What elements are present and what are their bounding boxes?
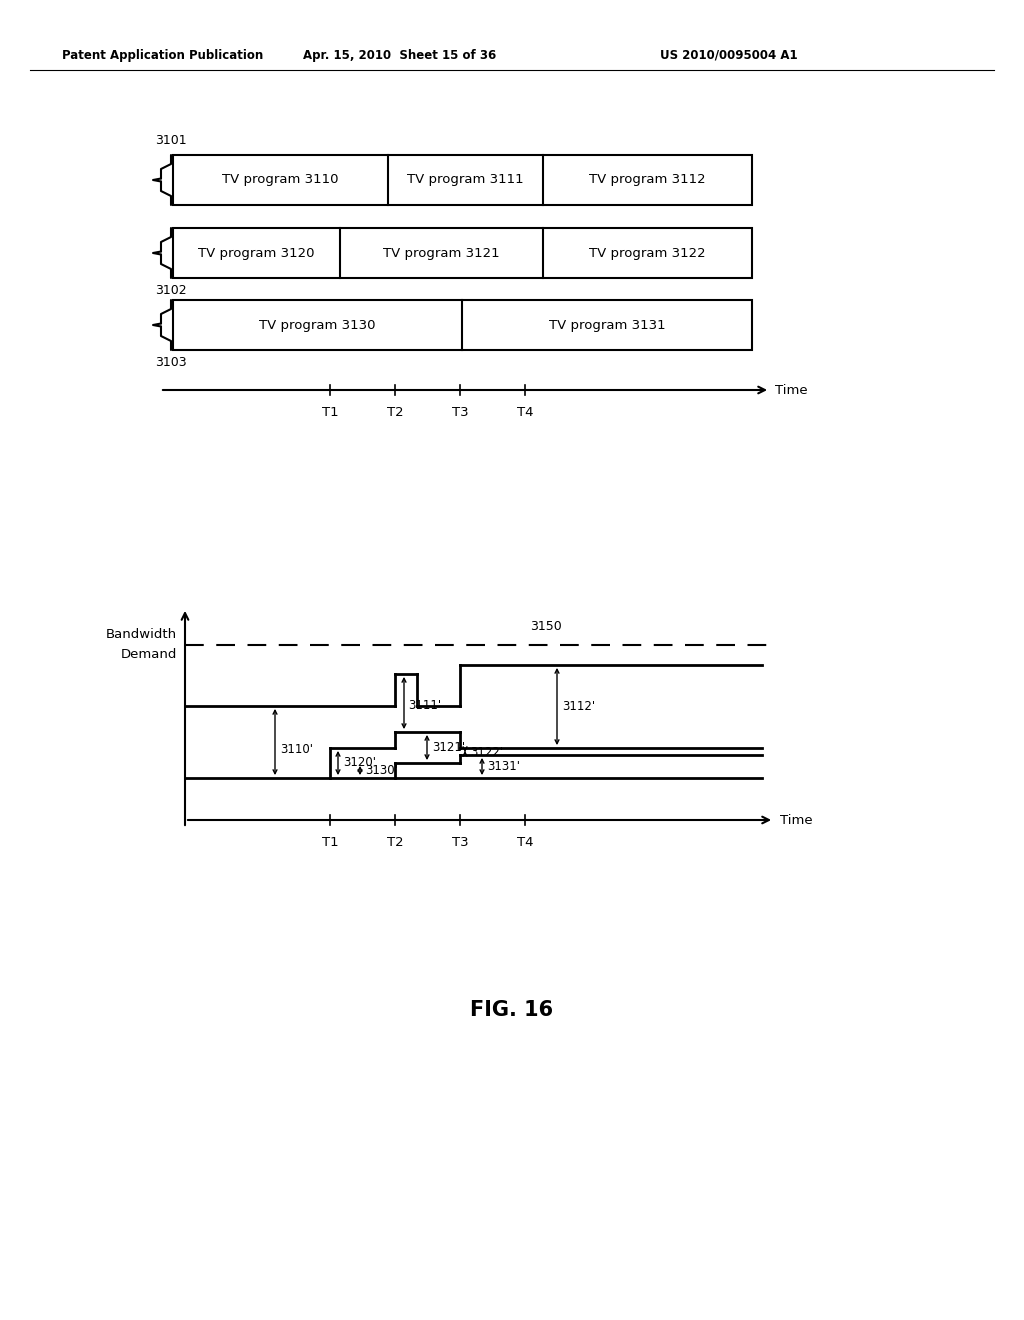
- Text: Time: Time: [775, 384, 808, 396]
- Text: T1: T1: [322, 407, 338, 418]
- Text: T1: T1: [322, 836, 338, 849]
- Text: T2: T2: [387, 836, 403, 849]
- Text: TV program 3112: TV program 3112: [589, 173, 706, 186]
- Text: T4: T4: [517, 836, 534, 849]
- Text: 3112': 3112': [562, 700, 595, 713]
- Text: 3122': 3122': [470, 746, 503, 759]
- Text: TV program 3120: TV program 3120: [199, 247, 314, 260]
- Text: Demand: Demand: [121, 648, 177, 661]
- Bar: [173, 228, 752, 279]
- Bar: [173, 154, 752, 205]
- Bar: [173, 300, 752, 350]
- Text: T2: T2: [387, 407, 403, 418]
- Text: FIG. 16: FIG. 16: [470, 1001, 554, 1020]
- Text: T3: T3: [452, 836, 468, 849]
- Text: Patent Application Publication: Patent Application Publication: [62, 49, 263, 62]
- Text: TV program 3130: TV program 3130: [259, 318, 376, 331]
- Text: TV program 3122: TV program 3122: [589, 247, 706, 260]
- Text: 3120': 3120': [343, 756, 376, 770]
- Text: Bandwidth: Bandwidth: [105, 628, 177, 642]
- Text: 3111': 3111': [408, 700, 441, 713]
- Text: 3131': 3131': [487, 760, 520, 774]
- Text: Apr. 15, 2010  Sheet 15 of 36: Apr. 15, 2010 Sheet 15 of 36: [303, 49, 497, 62]
- Text: 3121': 3121': [432, 741, 465, 754]
- Text: 3103: 3103: [155, 356, 186, 370]
- Text: TV program 3110: TV program 3110: [222, 173, 339, 186]
- Text: T3: T3: [452, 407, 468, 418]
- Text: TV program 3131: TV program 3131: [549, 318, 666, 331]
- Text: US 2010/0095004 A1: US 2010/0095004 A1: [660, 49, 798, 62]
- Text: TV program 3121: TV program 3121: [383, 247, 500, 260]
- Text: 3102: 3102: [155, 284, 186, 297]
- Text: 3101: 3101: [155, 135, 186, 147]
- Text: Time: Time: [780, 813, 813, 826]
- Text: 3130': 3130': [365, 764, 398, 777]
- Text: 3110': 3110': [280, 743, 313, 755]
- Text: T4: T4: [517, 407, 534, 418]
- Text: TV program 3111: TV program 3111: [408, 173, 524, 186]
- Text: 3150: 3150: [530, 620, 562, 634]
